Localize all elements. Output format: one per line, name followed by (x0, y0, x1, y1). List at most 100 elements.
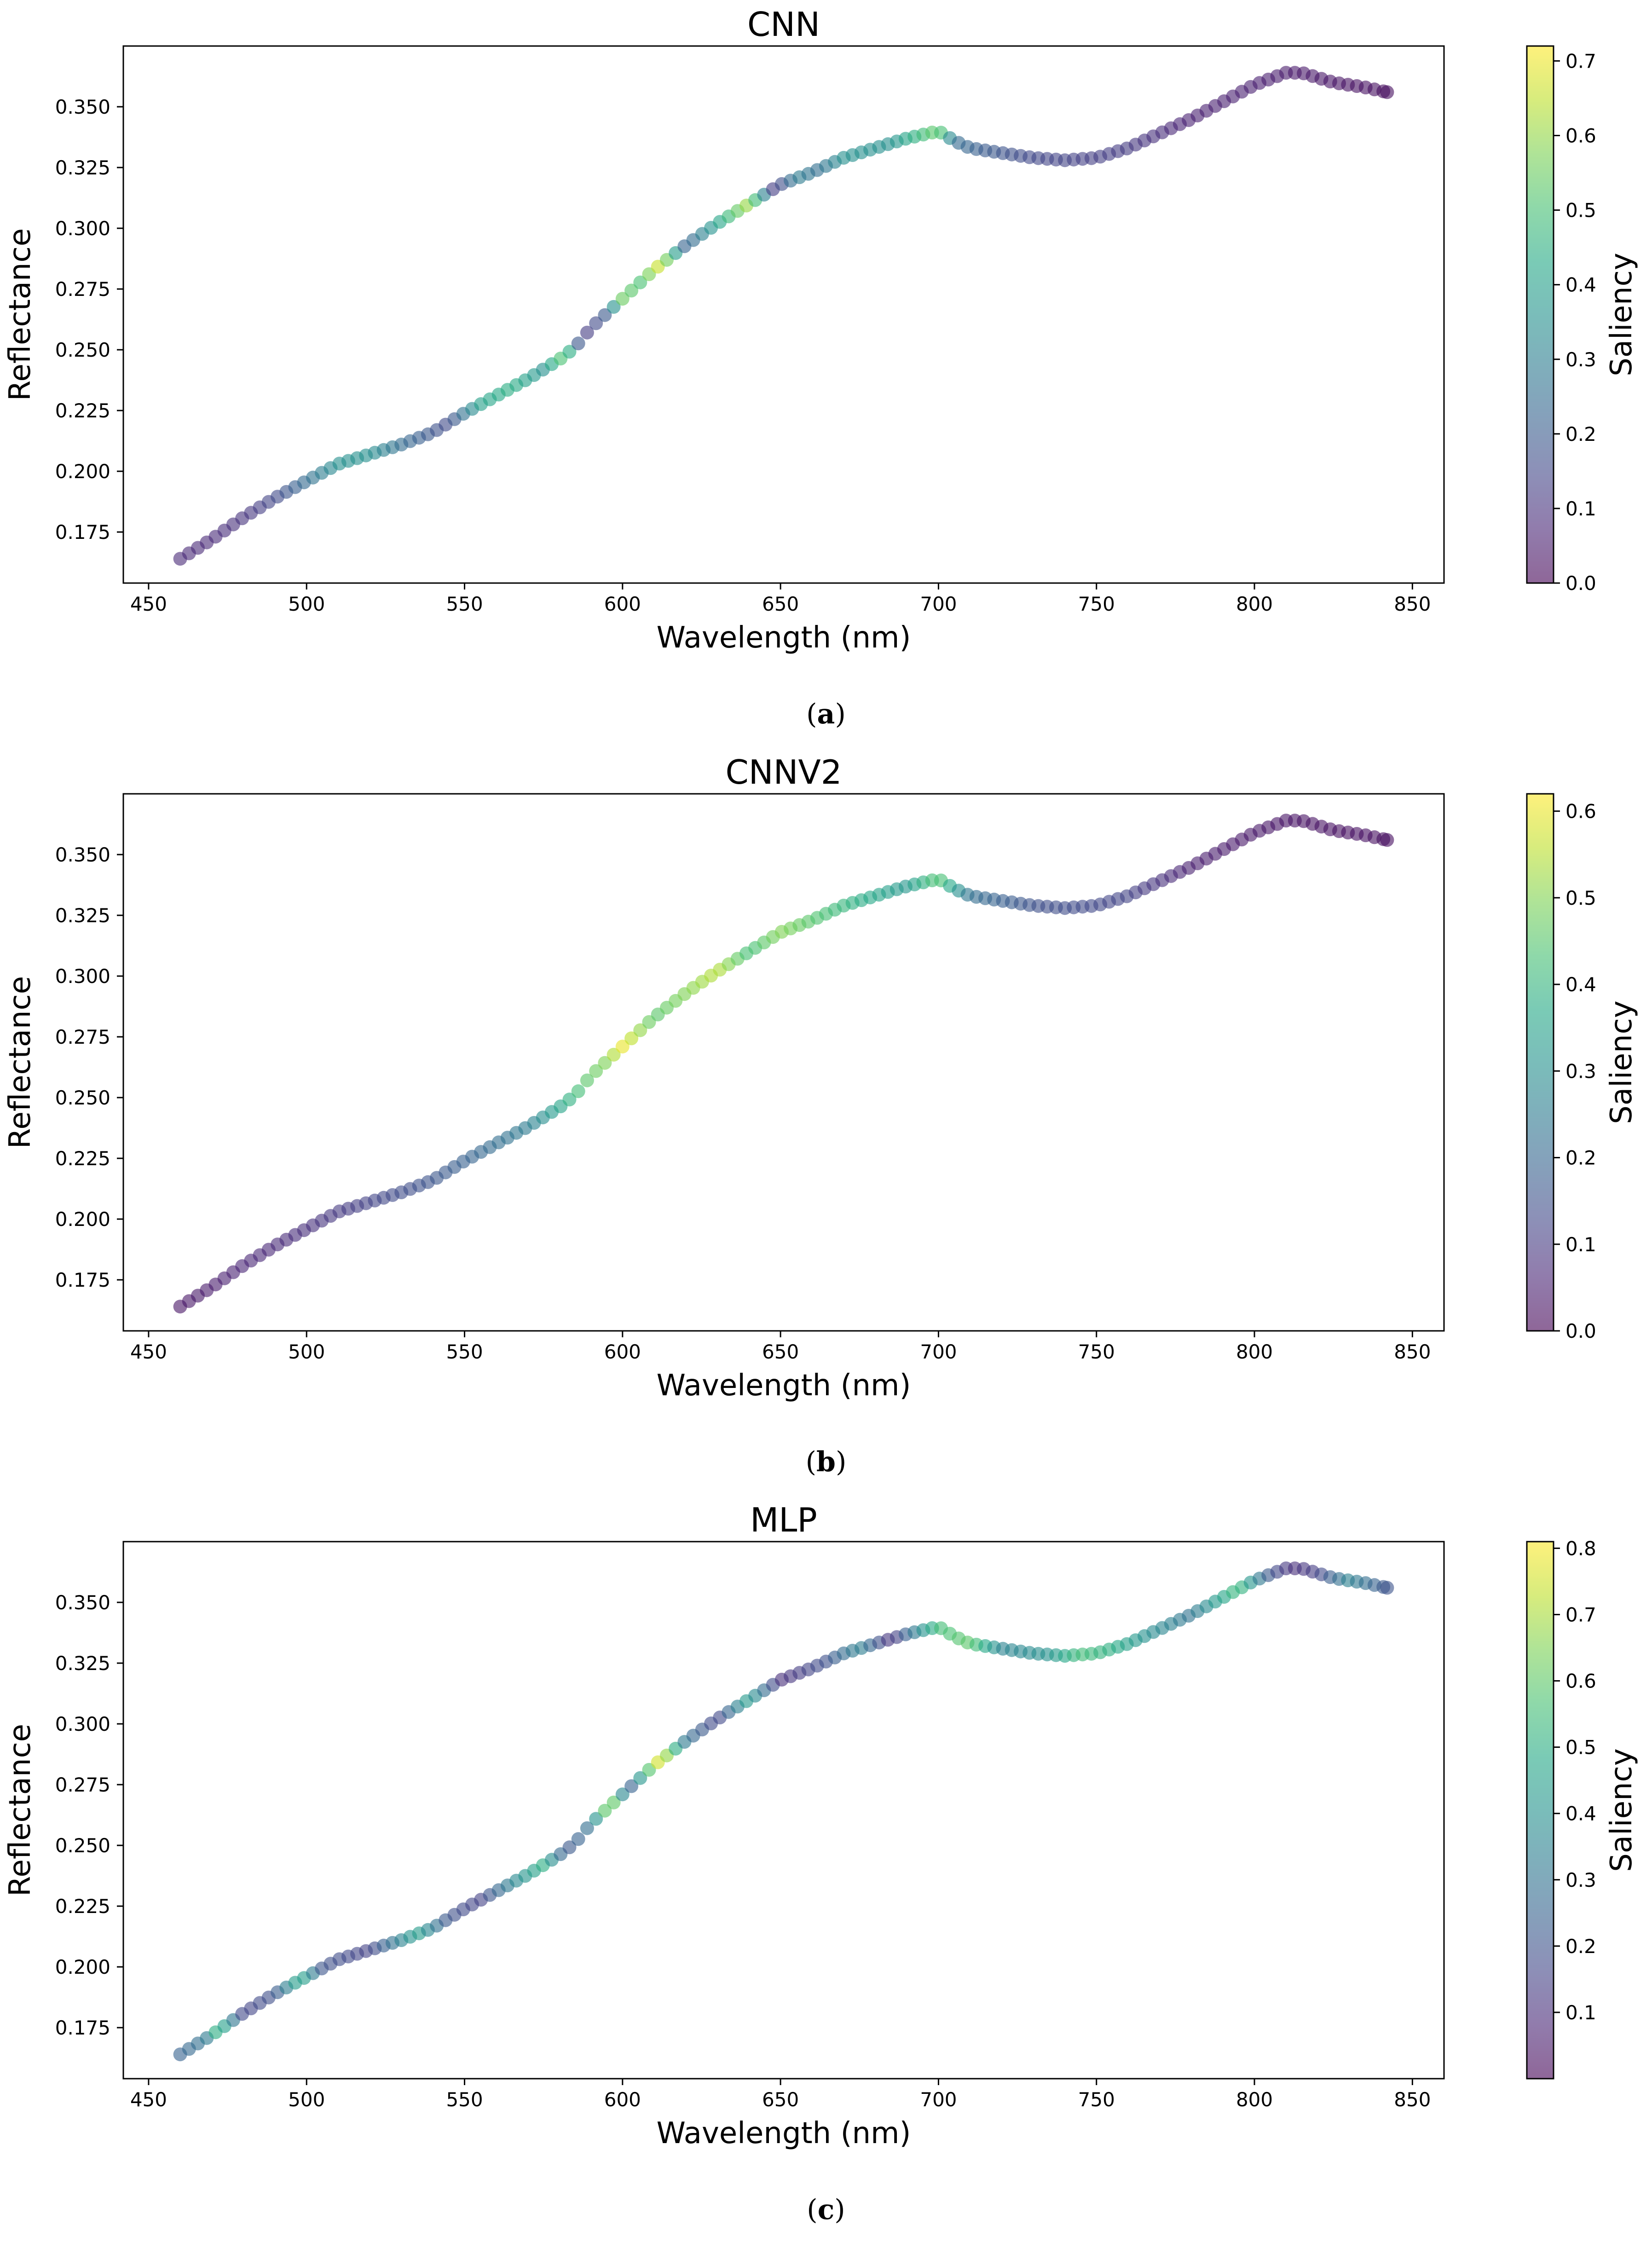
x-tick-label: 850 (1394, 1341, 1431, 1363)
y-axis-label: Reflectance (3, 1724, 37, 1896)
chart-panel-mlp: MLP 450 500 550 600 650 700 750 800 850 0.175 0.200… (3, 1501, 1639, 2226)
x-tick-label: 500 (288, 1341, 325, 1363)
y-tick-label: 0.275 (55, 278, 110, 301)
colorbar-tick-label: 0.5 (1565, 199, 1596, 222)
colorbar-tick-label: 0.3 (1565, 348, 1596, 371)
data-point (571, 1084, 585, 1098)
data-point (589, 1064, 603, 1078)
x-tick-label: 450 (130, 593, 167, 615)
plot-frame (122, 45, 1445, 584)
y-tick-label: 0.175 (55, 1269, 110, 1291)
y-tick-label: 0.350 (55, 844, 110, 866)
data-point (633, 275, 647, 289)
data-point (615, 292, 630, 306)
y-tick-label: 0.200 (55, 460, 110, 483)
y-tick-label: 0.300 (55, 217, 110, 240)
data-point (607, 1795, 621, 1809)
x-tick-label: 750 (1078, 2088, 1115, 2111)
y-axis-label: Reflectance (3, 228, 37, 401)
panel-caption: (c) (807, 2194, 845, 2226)
data-point (624, 1031, 639, 1046)
data-point (562, 1092, 577, 1107)
colorbar-tick-label: 0.6 (1565, 800, 1596, 823)
data-point (615, 1040, 630, 1054)
x-tick-label: 700 (920, 593, 957, 615)
x-axis-label: Wavelength (nm) (657, 2116, 911, 2150)
plot-frame (122, 793, 1445, 1332)
x-tick-label: 450 (130, 1341, 167, 1363)
colorbar-tick-label: 0.4 (1565, 274, 1596, 296)
x-tick-label: 750 (1078, 593, 1115, 615)
colorbar-tick-label: 0.3 (1565, 1060, 1596, 1082)
colorbar-tick-label: 0.2 (1565, 1147, 1596, 1169)
y-tick-label: 0.325 (55, 904, 110, 927)
data-point (589, 1812, 603, 1826)
y-tick-label: 0.175 (55, 521, 110, 543)
data-point (571, 1832, 585, 1846)
data-point (598, 1056, 612, 1070)
chart-title: CNNV2 (725, 753, 842, 792)
data-point (615, 1787, 630, 1802)
data-point (633, 1771, 647, 1785)
scatter-series (173, 66, 1394, 566)
x-tick-label: 850 (1394, 2088, 1431, 2111)
data-point (1380, 1581, 1394, 1595)
colorbar-tick-label: 0.0 (1565, 1320, 1596, 1342)
x-tick-label: 600 (604, 593, 641, 615)
data-point (562, 1840, 577, 1855)
x-tick-label: 750 (1078, 1341, 1115, 1363)
y-tick-label: 0.300 (55, 965, 110, 988)
colorbar-tick-label: 0.5 (1565, 887, 1596, 909)
data-point (571, 336, 585, 351)
y-tick-label: 0.325 (55, 156, 110, 179)
data-point (1380, 85, 1394, 99)
data-point (607, 300, 621, 314)
y-tick-label: 0.225 (55, 399, 110, 422)
y-tick-label: 0.225 (55, 1147, 110, 1170)
y-tick-label: 0.275 (55, 1774, 110, 1796)
scatter-series (173, 1561, 1394, 2062)
chart-title: MLP (750, 1501, 817, 1539)
colorbar-tick-label: 0.4 (1565, 973, 1596, 996)
chart-title: CNN (747, 5, 820, 44)
colorbar-tick-label: 0.8 (1565, 1537, 1596, 1560)
y-tick-label: 0.225 (55, 1895, 110, 1918)
x-tick-label: 850 (1394, 593, 1431, 615)
y-tick-label: 0.250 (55, 1834, 110, 1857)
x-axis-label: Wavelength (nm) (657, 1369, 911, 1403)
data-point (580, 325, 594, 340)
x-tick-label: 550 (446, 2088, 483, 2111)
x-tick-label: 500 (288, 593, 325, 615)
x-tick-label: 700 (920, 1341, 957, 1363)
colorbar-tick-label: 0.6 (1565, 1670, 1596, 1693)
plot-frame (122, 1541, 1445, 2080)
x-tick-label: 600 (604, 1341, 641, 1363)
colorbar-label: Saliency (1605, 1000, 1639, 1124)
colorbar-tick-label: 0.7 (1565, 50, 1596, 72)
x-tick-label: 550 (446, 593, 483, 615)
y-tick-label: 0.175 (55, 2017, 110, 2039)
colorbar (1526, 793, 1554, 1332)
chart-panel-cnn: CNN 450 500 550 600 650 700 750 800 850 0.175 0.200… (3, 5, 1639, 730)
colorbar-tick-label: 0.6 (1565, 125, 1596, 147)
y-tick-label: 0.275 (55, 1026, 110, 1048)
data-point (607, 1047, 621, 1062)
colorbar-tick-label: 0.4 (1565, 1803, 1596, 1825)
y-tick-label: 0.250 (55, 1087, 110, 1109)
colorbar-tick-label: 0.7 (1565, 1603, 1596, 1626)
colorbar-tick-label: 0.5 (1565, 1736, 1596, 1759)
x-tick-label: 700 (920, 2088, 957, 2111)
y-axis-label: Reflectance (3, 976, 37, 1149)
data-point (633, 1023, 647, 1037)
chart-panel-cnnv2: CNNV2 450 500 550 600 650 700 750 800 850 0.175 0.2… (3, 753, 1639, 1478)
colorbar-tick-label: 0.3 (1565, 1869, 1596, 1891)
data-point (562, 345, 577, 359)
y-tick-label: 0.250 (55, 339, 110, 361)
y-tick-label: 0.200 (55, 1208, 110, 1231)
y-tick-label: 0.300 (55, 1713, 110, 1735)
data-point (598, 308, 612, 322)
y-tick-label: 0.325 (55, 1652, 110, 1675)
scatter-series (173, 814, 1394, 1314)
